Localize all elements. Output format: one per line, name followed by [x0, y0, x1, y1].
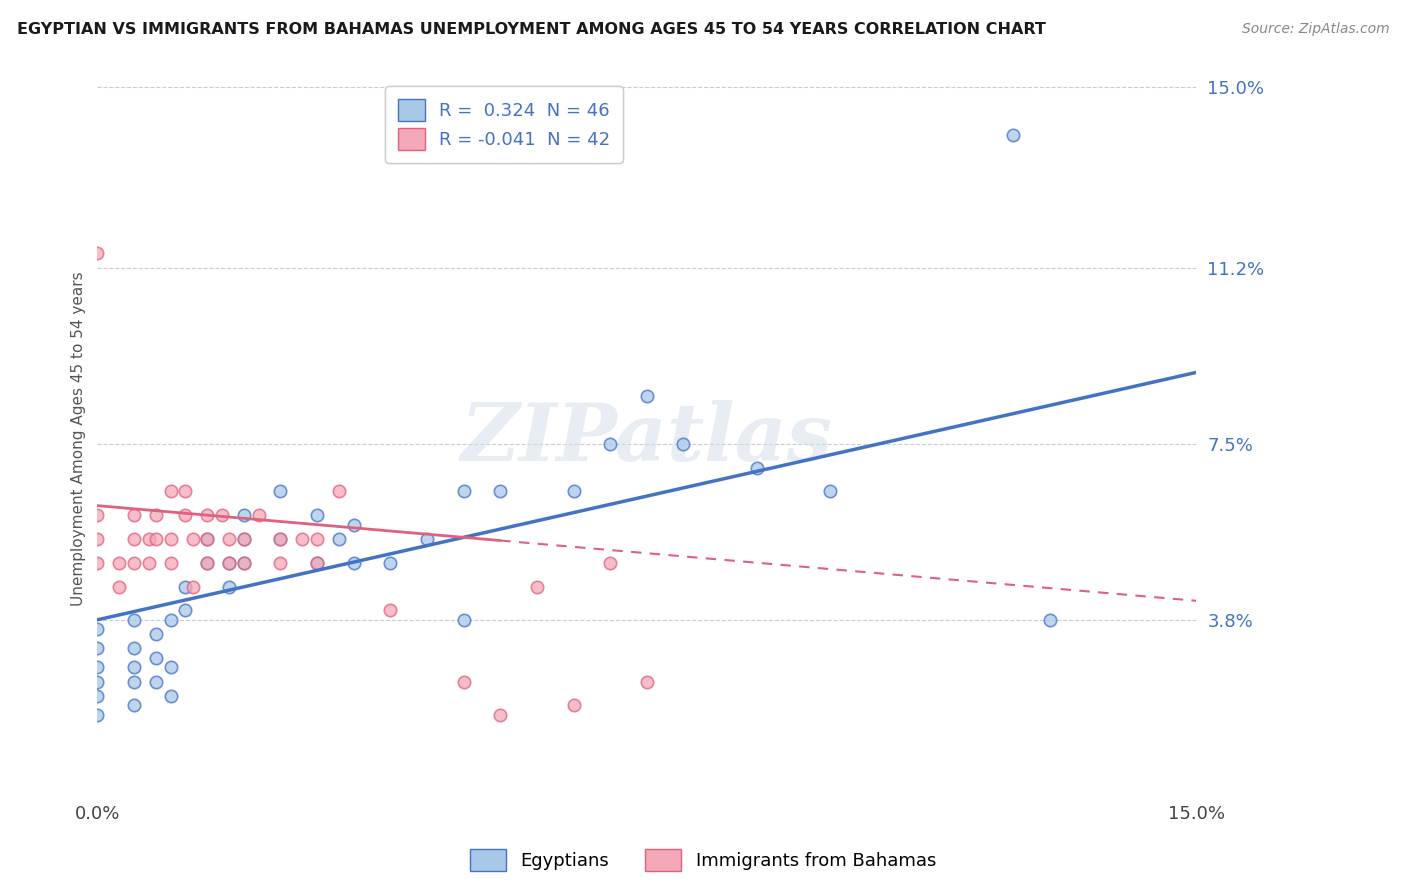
Point: [745, 460, 768, 475]
Point: [818, 484, 841, 499]
Point: [636, 389, 658, 403]
Point: [218, 580, 240, 594]
Point: [159, 613, 181, 627]
Point: [86, 556, 108, 570]
Point: [269, 556, 291, 570]
Point: [195, 556, 218, 570]
Point: [159, 660, 181, 674]
Point: [86, 674, 108, 689]
Point: [195, 532, 218, 546]
Point: [159, 532, 181, 546]
Point: [307, 556, 329, 570]
Point: [269, 484, 291, 499]
Point: [489, 708, 512, 723]
Point: [380, 556, 402, 570]
Point: [453, 613, 475, 627]
Point: [599, 437, 621, 451]
Point: [247, 508, 270, 523]
Point: [636, 674, 658, 689]
Point: [218, 532, 240, 546]
Point: [232, 532, 254, 546]
Point: [218, 556, 240, 570]
Point: [145, 674, 167, 689]
Point: [232, 556, 254, 570]
Point: [159, 689, 181, 703]
Point: [232, 556, 254, 570]
Point: [122, 674, 145, 689]
Point: [343, 556, 366, 570]
Point: [86, 641, 108, 656]
Y-axis label: Unemployment Among Ages 45 to 54 years: Unemployment Among Ages 45 to 54 years: [72, 272, 86, 607]
Point: [343, 517, 366, 532]
Point: [86, 689, 108, 703]
Point: [453, 674, 475, 689]
Point: [416, 532, 439, 546]
Point: [307, 532, 329, 546]
Point: [526, 580, 548, 594]
Point: [328, 532, 350, 546]
Point: [174, 508, 197, 523]
Point: [562, 698, 585, 713]
Point: [86, 532, 108, 546]
Point: [672, 437, 695, 451]
Point: [195, 508, 218, 523]
Point: [86, 508, 108, 523]
Point: [195, 556, 218, 570]
Point: [211, 508, 233, 523]
Point: [562, 484, 585, 499]
Point: [174, 580, 197, 594]
Point: [86, 623, 108, 637]
Text: EGYPTIAN VS IMMIGRANTS FROM BAHAMAS UNEMPLOYMENT AMONG AGES 45 TO 54 YEARS CORRE: EGYPTIAN VS IMMIGRANTS FROM BAHAMAS UNEM…: [17, 22, 1046, 37]
Point: [138, 532, 160, 546]
Point: [145, 532, 167, 546]
Point: [122, 532, 145, 546]
Point: [453, 484, 475, 499]
Point: [159, 484, 181, 499]
Point: [181, 532, 204, 546]
Point: [122, 556, 145, 570]
Point: [174, 603, 197, 617]
Text: ZIPatlas: ZIPatlas: [461, 401, 832, 478]
Point: [380, 603, 402, 617]
Point: [218, 556, 240, 570]
Point: [145, 627, 167, 641]
Point: [122, 508, 145, 523]
Point: [145, 508, 167, 523]
Point: [159, 556, 181, 570]
Point: [1039, 613, 1062, 627]
Point: [328, 484, 350, 499]
Point: [1002, 128, 1025, 142]
Point: [86, 708, 108, 723]
Point: [307, 508, 329, 523]
Point: [122, 641, 145, 656]
Point: [122, 660, 145, 674]
Point: [195, 532, 218, 546]
Legend: Egyptians, Immigrants from Bahamas: Egyptians, Immigrants from Bahamas: [463, 842, 943, 879]
Point: [181, 580, 204, 594]
Point: [122, 613, 145, 627]
Point: [232, 508, 254, 523]
Point: [122, 698, 145, 713]
Point: [269, 532, 291, 546]
Point: [86, 246, 108, 260]
Point: [145, 651, 167, 665]
Legend: R =  0.324  N = 46, R = -0.041  N = 42: R = 0.324 N = 46, R = -0.041 N = 42: [385, 87, 623, 163]
Point: [174, 484, 197, 499]
Point: [86, 660, 108, 674]
Point: [269, 532, 291, 546]
Point: [108, 556, 131, 570]
Point: [108, 580, 131, 594]
Point: [232, 532, 254, 546]
Text: Source: ZipAtlas.com: Source: ZipAtlas.com: [1241, 22, 1389, 37]
Point: [489, 484, 512, 499]
Point: [307, 556, 329, 570]
Point: [291, 532, 314, 546]
Point: [599, 556, 621, 570]
Point: [138, 556, 160, 570]
